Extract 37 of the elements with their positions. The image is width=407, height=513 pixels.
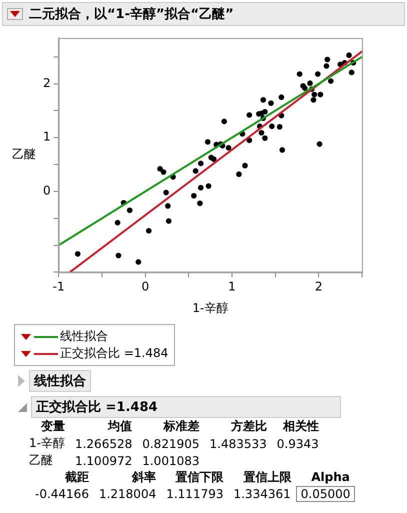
text: 1-辛醇	[28, 435, 66, 452]
y-tick-label: 0	[42, 184, 51, 198]
text: -0.44166	[34, 486, 90, 501]
y-tick-label: 2	[42, 76, 51, 90]
text: 变量	[40, 418, 66, 435]
text: 方差比	[230, 418, 268, 435]
text: 1.100972	[74, 452, 134, 469]
text: 标准差	[162, 418, 200, 435]
text: 0.05000	[296, 486, 355, 501]
chart-title: 二元拟合，以“1-辛醇”拟合“乙醚”	[29, 6, 234, 23]
y-axis-title: 乙醚	[12, 147, 36, 162]
text: 线性拟合	[29, 370, 91, 392]
x-axis-title: 1-辛醇	[192, 300, 228, 315]
x-tick-label: -1	[52, 280, 65, 294]
text: 1.111793	[165, 486, 224, 501]
legend-label: 线性拟合	[60, 328, 108, 345]
text: 1.218004	[98, 486, 158, 501]
text: 0.9343	[276, 436, 320, 452]
x-tick-label: 1	[228, 280, 236, 294]
text: 截距	[64, 469, 90, 486]
text: 相关性	[282, 418, 320, 435]
x-tick-label: 0	[141, 280, 150, 294]
text: 置信上限	[242, 469, 292, 486]
text: 1.001083	[141, 452, 200, 469]
text: 置信下限	[174, 469, 224, 486]
legend-label: 正交拟合比 =1.484	[60, 345, 168, 362]
text: 正交拟合比 =1.484	[31, 396, 341, 418]
text: 乙醚	[28, 452, 54, 469]
text: 0.821905	[141, 436, 200, 452]
text: Alpha	[310, 469, 351, 486]
text: 均值	[106, 418, 134, 435]
y-tick-label: 1	[42, 130, 51, 144]
x-tick-label: 2	[314, 280, 322, 294]
text: 1.266528	[74, 436, 134, 452]
text: 1.483533	[208, 436, 268, 452]
text: 斜率	[130, 469, 158, 486]
text: 1.334361	[232, 486, 292, 501]
